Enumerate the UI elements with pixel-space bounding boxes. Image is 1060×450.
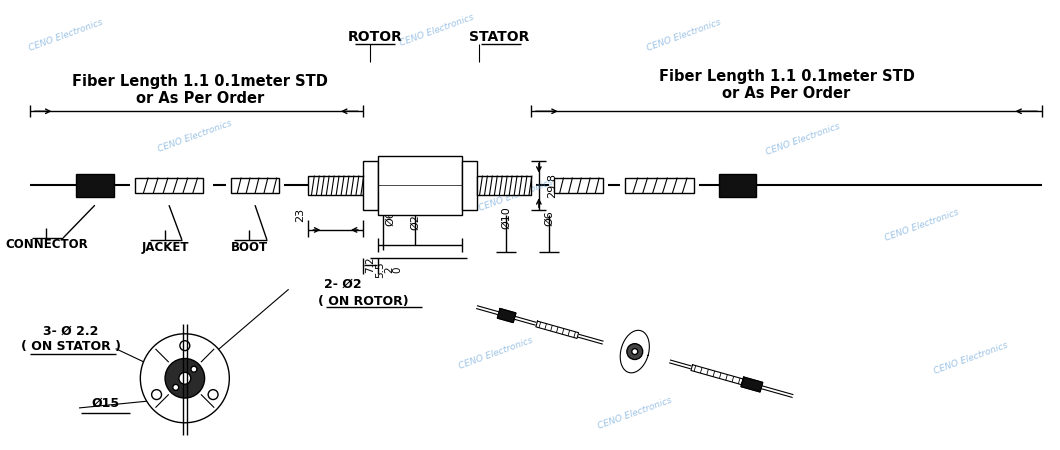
- Text: 3- Ø 2.2: 3- Ø 2.2: [43, 324, 99, 338]
- Circle shape: [179, 372, 191, 384]
- Circle shape: [152, 390, 161, 400]
- Text: 29.8: 29.8: [547, 173, 556, 198]
- Bar: [76, 174, 113, 197]
- Circle shape: [632, 349, 638, 355]
- Text: Ø15: Ø15: [91, 396, 120, 410]
- Bar: [462, 161, 477, 210]
- Text: CENO Electronics: CENO Electronics: [478, 178, 554, 213]
- Circle shape: [191, 366, 197, 372]
- Text: Ø20: Ø20: [410, 207, 420, 230]
- Text: CENO Electronics: CENO Electronics: [28, 18, 105, 53]
- Polygon shape: [536, 321, 579, 338]
- Polygon shape: [620, 330, 650, 373]
- Circle shape: [165, 359, 205, 398]
- Text: CENO Electronics: CENO Electronics: [764, 122, 842, 157]
- Bar: [477, 176, 531, 195]
- Text: CENO Electronics: CENO Electronics: [597, 395, 673, 431]
- Text: CENO Electronics: CENO Electronics: [933, 341, 1009, 376]
- Bar: [625, 178, 694, 194]
- Polygon shape: [497, 309, 516, 323]
- Bar: [377, 156, 462, 215]
- Text: Fiber Length 1.1 0.1meter STD: Fiber Length 1.1 0.1meter STD: [72, 74, 328, 89]
- Bar: [363, 161, 377, 210]
- Text: CENO Electronics: CENO Electronics: [458, 336, 534, 371]
- Bar: [553, 178, 603, 194]
- Polygon shape: [741, 377, 763, 392]
- Text: CENO Electronics: CENO Electronics: [399, 13, 475, 48]
- Text: 23: 23: [296, 208, 305, 222]
- Text: 0: 0: [392, 266, 403, 273]
- Text: ( ON STATOR ): ( ON STATOR ): [21, 340, 121, 353]
- Text: 2: 2: [385, 266, 394, 273]
- Circle shape: [180, 341, 190, 351]
- Text: Fiber Length 1.1 0.1meter STD: Fiber Length 1.1 0.1meter STD: [658, 69, 915, 84]
- Text: Ø6: Ø6: [386, 210, 395, 226]
- Text: or As Per Order: or As Per Order: [136, 91, 264, 106]
- Text: ROTOR: ROTOR: [348, 30, 403, 44]
- Text: CONNECTOR: CONNECTOR: [5, 238, 88, 251]
- Text: 2- Ø2: 2- Ø2: [324, 278, 361, 291]
- Bar: [136, 178, 202, 194]
- Text: or As Per Order: or As Per Order: [723, 86, 851, 101]
- Text: CENO Electronics: CENO Electronics: [646, 18, 723, 53]
- Text: 5.5: 5.5: [375, 261, 386, 278]
- Text: CENO Electronics: CENO Electronics: [883, 207, 960, 243]
- Bar: [231, 178, 279, 194]
- Text: ( ON ROTOR): ( ON ROTOR): [318, 295, 408, 308]
- Polygon shape: [691, 365, 743, 385]
- Text: BOOT: BOOT: [230, 241, 268, 254]
- Text: CENO Electronics: CENO Electronics: [157, 118, 233, 153]
- Circle shape: [626, 344, 642, 360]
- Circle shape: [208, 390, 218, 400]
- Circle shape: [173, 384, 179, 390]
- Text: Ø10: Ø10: [501, 207, 511, 230]
- Text: 7.2: 7.2: [366, 256, 375, 273]
- Bar: [308, 176, 363, 195]
- Circle shape: [140, 334, 229, 423]
- Text: Ø6: Ø6: [544, 210, 553, 226]
- Text: JACKET: JACKET: [141, 241, 189, 254]
- Bar: [719, 174, 757, 197]
- Text: STATOR: STATOR: [469, 30, 529, 44]
